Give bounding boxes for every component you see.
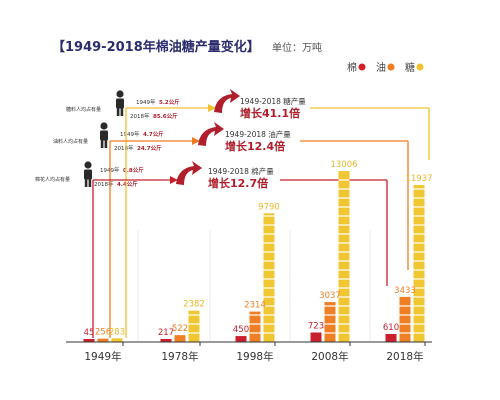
per-capita-value-1949: 5.2公斤: [159, 98, 180, 106]
bar-cotton-3: [310, 332, 322, 342]
per-capita-oil: 油料人均占有量 1949年 4.7公斤 2018年 24.7公斤: [53, 122, 164, 152]
value-label-oil-2: 2314: [244, 301, 266, 311]
person-icon: [116, 90, 124, 116]
unit-label: 单位：万吨: [272, 41, 322, 54]
per-capita-year-2018: 2018年: [94, 180, 114, 188]
connector-oil: [109, 137, 409, 338]
bar-cotton-0: [83, 339, 95, 342]
x-axis-label-0: 1949年: [84, 350, 121, 363]
per-capita-label: 糖料人均占有量: [66, 106, 101, 113]
per-capita-cotton: 棉花人均占有量 1949年 0.8公斤 2018年 4.4公斤: [35, 161, 144, 188]
per-capita-label: 油料人均占有量: [53, 138, 88, 145]
growth-label: 1949-2018 棉产量: [208, 166, 274, 176]
value-label-sugar-0: 283: [109, 327, 125, 337]
bar-sugar-4: [413, 185, 425, 342]
grid-lines: [137, 230, 371, 342]
bar-oil-3: [324, 302, 336, 342]
value-label-oil-4: 3433: [394, 286, 416, 296]
bar-sugar-3: [338, 171, 350, 342]
value-label-sugar-4: 11937: [405, 174, 432, 184]
x-axis-labels: 1949年 1978年 1998年 2008年 2018年: [84, 342, 426, 363]
value-label-cotton-2: 450: [233, 325, 249, 335]
value-label-sugar-2: 9790: [258, 202, 280, 212]
bar-oil-2: [249, 311, 261, 342]
value-label-oil-0: 256: [95, 328, 111, 338]
x-axis-label-3: 2008年: [311, 350, 348, 363]
legend-swatch-cotton: [358, 63, 366, 71]
x-axis-label-2: 1998年: [236, 350, 273, 363]
value-label-cotton-3: 723: [308, 321, 324, 331]
growth-value: 增长12.4倍: [225, 139, 285, 153]
bar-cotton-1: [160, 339, 172, 342]
connector-sugar: [125, 104, 430, 338]
value-label-oil-1: 522: [172, 324, 188, 334]
bar-sugar-2: [263, 213, 275, 342]
bar-oil-0: [97, 338, 109, 342]
legend-label-cotton: 棉: [347, 61, 357, 74]
per-capita-label: 棉花人均占有量: [35, 176, 70, 183]
value-label-sugar-1: 2382: [183, 300, 205, 310]
bar-oil-1: [174, 335, 186, 342]
bar-cotton-2: [235, 336, 247, 342]
curved-arrow-icon: [176, 161, 202, 185]
bar-oil-4: [399, 296, 411, 342]
person-icon: [84, 161, 92, 187]
growth-callout-cotton: 1949-2018 棉产量 增长12.7倍: [176, 161, 274, 190]
connector-cotton: [92, 176, 388, 338]
value-label-cotton-0: 45: [84, 328, 95, 338]
legend-swatch-oil: [387, 63, 395, 71]
bar-sugar-0: [111, 338, 123, 342]
per-capita-value-2018: 85.6公斤: [153, 112, 178, 120]
per-capita-value-2018: 4.4公斤: [117, 180, 138, 188]
per-capita-year-1949: 1949年: [120, 130, 140, 138]
value-label-cotton-1: 217: [158, 328, 174, 338]
growth-label: 1949-2018 糖产量: [240, 96, 306, 106]
bar-cotton-4: [385, 333, 397, 342]
per-capita-value-1949: 0.8公斤: [123, 166, 144, 174]
per-capita-year-2018: 2018年: [130, 112, 150, 120]
curved-arrow-icon: [214, 89, 240, 113]
bar-plot-area: [83, 171, 425, 342]
x-axis-label-1: 1978年: [161, 350, 198, 363]
value-label-cotton-4: 610: [383, 323, 399, 333]
growth-callout-oil: 1949-2018 油产量 增长12.4倍: [198, 122, 291, 153]
person-icon: [100, 122, 108, 148]
growth-label: 1949-2018 油产量: [225, 129, 291, 139]
per-capita-year-2018: 2018年: [114, 144, 134, 152]
legend-label-oil: 油: [376, 61, 386, 74]
growth-callout-sugar: 1949-2018 糖产量 增长41.1倍: [214, 89, 306, 120]
per-capita-value-1949: 4.7公斤: [143, 130, 164, 138]
per-capita-value-2018: 24.7公斤: [137, 144, 162, 152]
value-label-sugar-3: 13006: [330, 160, 357, 170]
chart-title: 【1949-2018年棉油糖产量变化】: [52, 39, 260, 55]
legend: 棉 油 糖: [347, 61, 424, 74]
growth-value: 增长12.7倍: [208, 176, 268, 190]
legend-swatch-sugar: [416, 63, 424, 71]
curved-arrow-icon: [198, 122, 224, 146]
per-capita-sugar: 糖料人均占有量 1949年 5.2公斤 2018年 85.6公斤: [66, 90, 180, 120]
bar-sugar-1: [188, 310, 200, 342]
per-capita-year-1949: 1949年: [136, 98, 156, 106]
value-label-oil-3: 3037: [319, 291, 341, 301]
x-axis-label-4: 2018年: [386, 350, 423, 363]
growth-value: 增长41.1倍: [240, 106, 300, 120]
legend-label-sugar: 糖: [405, 61, 415, 74]
